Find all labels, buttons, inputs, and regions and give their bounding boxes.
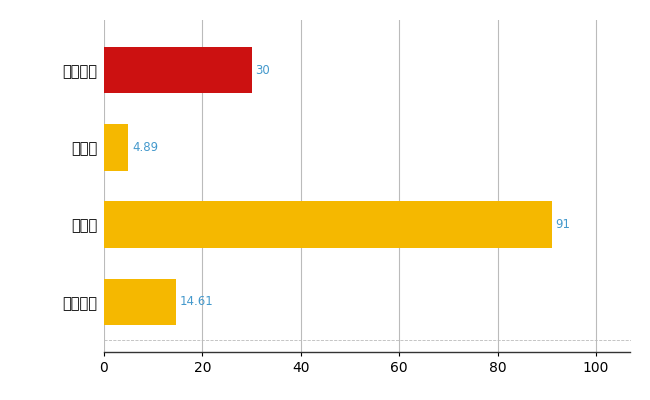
Text: 4.89: 4.89 (132, 141, 158, 154)
Bar (104, 47, 252, 93)
Text: 14.61: 14.61 (180, 295, 214, 308)
Bar (104, 202, 552, 248)
Bar (104, 279, 176, 325)
Text: 91: 91 (556, 218, 571, 231)
Bar (104, 124, 128, 170)
Text: 30: 30 (255, 64, 270, 77)
